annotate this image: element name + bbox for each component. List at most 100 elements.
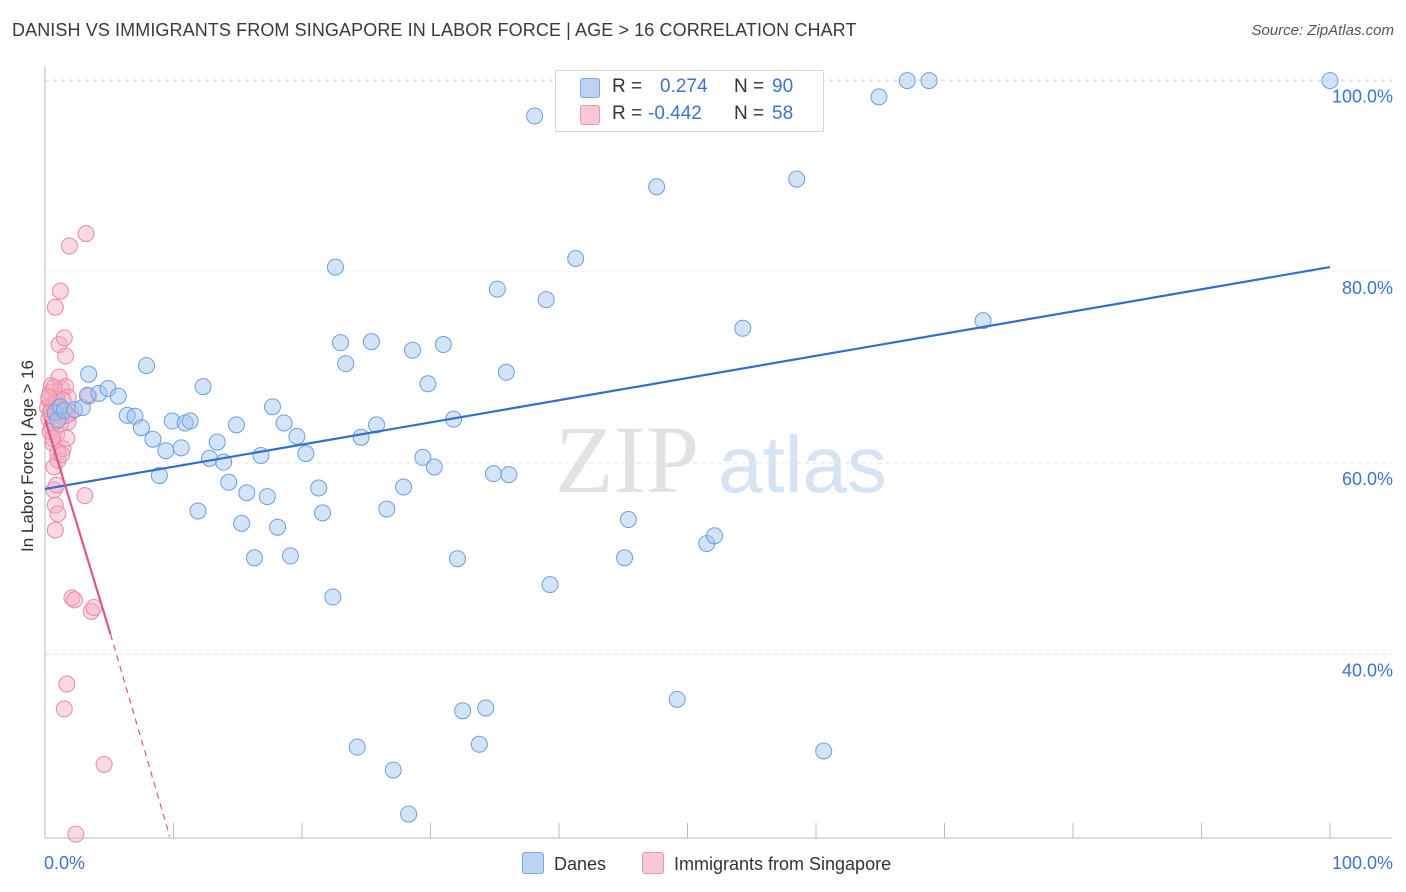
- danes-point: [488, 280, 506, 298]
- danes-point: [150, 467, 168, 485]
- singapore-point: [45, 379, 63, 397]
- legend-row-danes: R = 0.274 N = 90: [556, 74, 823, 100]
- legend-item-singapore[interactable]: Immigrants from Singapore: [642, 852, 891, 875]
- danes-swatch: [522, 852, 544, 874]
- danes-point: [734, 319, 752, 337]
- singapore-point: [95, 755, 113, 773]
- n-label: N =: [734, 103, 765, 124]
- danes-point: [484, 465, 502, 483]
- series-legend: Danes Immigrants from Singapore: [0, 852, 1406, 878]
- danes-point: [326, 258, 344, 276]
- y-axis-label: In Labor Force | Age > 16: [18, 360, 37, 552]
- danes-point: [275, 414, 293, 432]
- n-value: 58: [772, 103, 794, 124]
- danes-point: [395, 478, 413, 496]
- r-label: R =: [612, 76, 643, 97]
- danes-point: [648, 178, 666, 196]
- trend-lines: [43, 266, 1331, 837]
- y-tick-label: 80.0%: [1342, 278, 1393, 298]
- danes-point: [526, 107, 544, 125]
- danes-point: [172, 439, 190, 457]
- danes-points: [46, 72, 1339, 823]
- singapore-point: [55, 700, 73, 718]
- danes-point: [263, 398, 281, 416]
- legend-row-singapore: R = -0.442 N = 58: [556, 101, 823, 127]
- danes-point: [352, 428, 370, 446]
- danes-point: [233, 514, 251, 532]
- singapore-point: [77, 225, 95, 243]
- danes-point: [281, 547, 299, 565]
- danes-point: [384, 761, 402, 779]
- danes-point: [898, 72, 916, 90]
- singapore-point: [60, 237, 78, 255]
- axes: [44, 66, 1392, 839]
- singapore-point: [85, 599, 103, 617]
- danes-point: [189, 502, 207, 520]
- singapore-point: [58, 675, 76, 693]
- danes-point: [208, 433, 226, 451]
- danes-point: [378, 500, 396, 518]
- danes-point: [434, 336, 452, 354]
- danes-point: [194, 378, 212, 396]
- danes-point: [138, 357, 156, 375]
- danes-point: [297, 445, 315, 463]
- danes-point: [310, 479, 328, 497]
- danes-point: [332, 334, 350, 352]
- danes-point: [49, 411, 67, 429]
- singapore-point: [57, 347, 75, 365]
- danes-point: [619, 511, 637, 529]
- correlation-legend: R = 0.274 N = 90 R = -0.442 N = 58: [555, 70, 824, 132]
- danes-point: [537, 291, 555, 309]
- danes-point: [245, 549, 263, 567]
- danes-point: [269, 518, 287, 536]
- singapore-point: [55, 329, 73, 347]
- danes-point: [920, 72, 938, 90]
- danes-point: [477, 699, 495, 717]
- danes-point: [425, 458, 443, 476]
- singapore-point: [46, 521, 64, 539]
- singapore-swatch: [642, 852, 664, 874]
- danes-point: [567, 249, 585, 267]
- y-tick-label: 100.0%: [1332, 87, 1393, 107]
- source-credit: Source: ZipAtlas.com: [1251, 22, 1394, 39]
- danes-point: [414, 448, 432, 466]
- x-tick-labels: 0.0% 100.0%: [44, 853, 1393, 873]
- danes-point: [80, 365, 98, 383]
- danes-point: [454, 702, 472, 720]
- danes-point: [500, 466, 518, 484]
- danes-point: [90, 384, 108, 402]
- danes-point: [1321, 72, 1339, 90]
- danes-point: [974, 312, 992, 330]
- danes-swatch: [580, 78, 600, 98]
- danes-point: [200, 449, 218, 467]
- x-tick-label: 0.0%: [44, 853, 85, 873]
- danes-point: [227, 416, 245, 434]
- danes-point: [362, 333, 380, 351]
- danes-point: [220, 473, 238, 491]
- danes-point: [616, 549, 634, 567]
- danes-point: [400, 805, 418, 823]
- singapore-swatch: [580, 105, 600, 125]
- watermark: ZIP atlas: [555, 406, 887, 513]
- danes-point: [815, 742, 833, 760]
- danes-trend-line: [44, 266, 1331, 491]
- danes-point: [497, 363, 515, 381]
- n-label: N =: [734, 76, 765, 97]
- legend-label-singapore: Immigrants from Singapore: [674, 854, 892, 874]
- danes-point: [288, 427, 306, 445]
- singapore-trend-extension: [109, 634, 171, 837]
- y-tick-labels: 100.0% 80.0% 60.0% 40.0%: [1332, 87, 1393, 681]
- danes-point: [348, 738, 366, 756]
- danes-point: [132, 419, 150, 437]
- danes-point: [541, 576, 559, 594]
- danes-point: [668, 690, 686, 708]
- singapore-point: [66, 591, 84, 609]
- singapore-point: [76, 487, 94, 505]
- chart-title: DANISH VS IMMIGRANTS FROM SINGAPORE IN L…: [12, 20, 857, 40]
- legend-item-danes[interactable]: Danes: [522, 852, 606, 875]
- singapore-point: [67, 825, 85, 843]
- watermark-zip: ZIP: [555, 406, 699, 513]
- singapore-point: [58, 429, 76, 447]
- r-label: R =: [612, 103, 643, 124]
